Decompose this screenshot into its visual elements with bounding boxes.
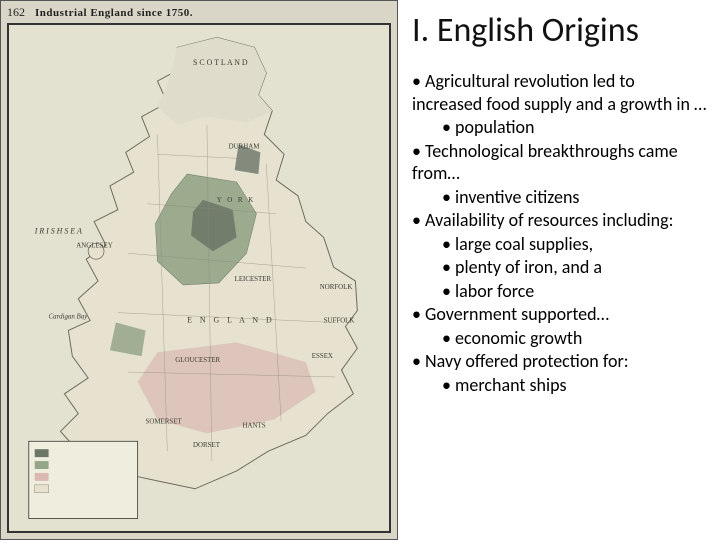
label-gloucester: GLOUCESTER <box>175 357 220 364</box>
slide-bullets: • Agricultural revolution led to increas… <box>412 69 708 396</box>
bullet-level1: • Government supported… <box>412 303 708 326</box>
bullet-level1: • Availability of resources including: <box>412 209 708 232</box>
label-irish-sea: I R I S H S E A <box>34 226 82 235</box>
label-anglesey: ANGLESEY <box>76 242 112 249</box>
bullet-level1: • Navy offered protection for: <box>412 350 708 373</box>
map-svg: S C O T L A N D I R I S H S E A E N G L … <box>9 25 389 531</box>
label-norfolk: NORFOLK <box>320 284 353 291</box>
bullet-level2: • plenty of iron, and a <box>412 256 708 279</box>
map-page-number: 162 <box>7 5 25 20</box>
bullet-level1: • Agricultural revolution led to increas… <box>412 70 708 115</box>
bullet-level2: • large coal supplies, <box>412 233 708 256</box>
bullet-level2: • labor force <box>412 280 708 303</box>
label-dorset: DORSET <box>193 442 221 449</box>
bullet-level2: • population <box>412 116 708 139</box>
label-essex: ESSEX <box>312 353 333 360</box>
bullet-level2: • economic growth <box>412 327 708 350</box>
label-somerset: SOMERSET <box>146 418 183 425</box>
text-panel: I. English Origins • Agricultural revolu… <box>398 0 720 540</box>
map-panel: 162 Industrial England since 1750. <box>0 0 398 540</box>
label-cardigan: Cardigan Bay <box>49 314 89 321</box>
label-york: Y O R K <box>217 197 255 204</box>
map-header: 162 Industrial England since 1750. <box>7 5 391 20</box>
bullet-level2: • inventive citizens <box>412 186 708 209</box>
map-title: Industrial England since 1750. <box>35 7 193 19</box>
map-frame: S C O T L A N D I R I S H S E A E N G L … <box>7 23 391 533</box>
label-hants: HANTS <box>243 422 266 429</box>
label-england: E N G L A N D <box>187 316 275 325</box>
label-durham: DURHAM <box>229 143 260 150</box>
label-suffolk: SUFFOLK <box>324 318 355 325</box>
bullet-level2: • merchant ships <box>412 374 708 397</box>
label-leicester: LEICESTER <box>235 276 272 283</box>
slide-heading: I. English Origins <box>412 10 708 51</box>
label-scotland: S C O T L A N D <box>193 58 248 67</box>
bullet-level1: • Technological breakthroughs came from… <box>412 140 708 185</box>
